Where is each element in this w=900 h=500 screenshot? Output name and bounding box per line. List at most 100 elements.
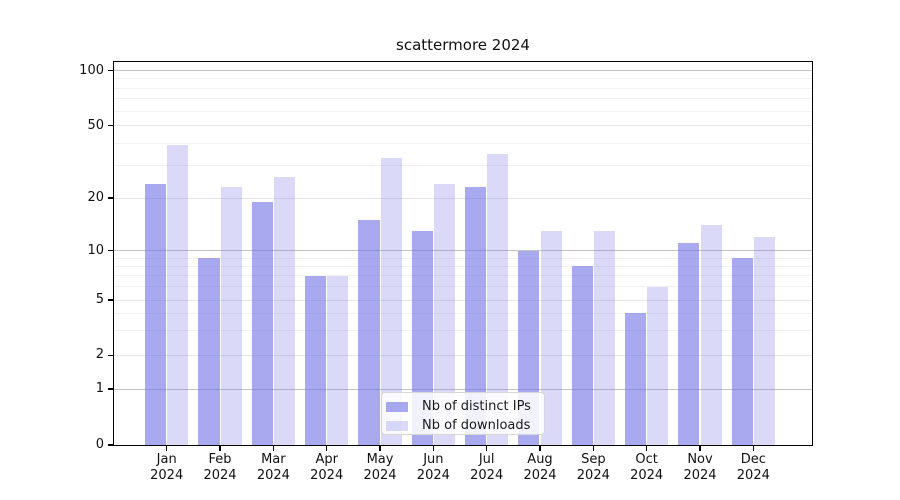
chart-title: scattermore 2024 <box>396 36 530 54</box>
year-label: 2024 <box>470 468 504 483</box>
y-tick-label: 20 <box>87 190 104 205</box>
x-tick-mark <box>326 445 328 451</box>
y-tick-mark <box>108 354 114 356</box>
year-label: 2024 <box>203 468 237 483</box>
legend-swatch <box>386 420 408 431</box>
y-minor-gridline <box>114 165 812 167</box>
bar-distinct-ips-jun[interactable] <box>411 230 433 445</box>
x-tick-mark <box>699 445 701 451</box>
y-minor-gridline <box>114 142 812 144</box>
y-tick-mark <box>108 299 114 301</box>
bar-distinct-ips-nov[interactable] <box>678 243 700 445</box>
bar-distinct-ips-sep[interactable] <box>571 266 593 445</box>
y-minor-gridline <box>114 98 812 100</box>
x-tick-label-oct: Oct 2024 <box>620 452 674 484</box>
x-tick-mark <box>752 445 755 451</box>
x-tick-label-jan: Jan 2024 <box>140 452 194 484</box>
y-minor-gridline <box>114 78 812 80</box>
y-tick-label: 50 <box>87 117 104 133</box>
y-tick-label: 100 <box>79 62 104 78</box>
bar-downloads-aug[interactable] <box>540 230 562 445</box>
y-gridline <box>114 70 812 71</box>
bar-distinct-ips-apr[interactable] <box>304 275 327 445</box>
month-label: Feb <box>208 452 232 467</box>
bar-distinct-ips-may[interactable] <box>358 219 380 445</box>
bar-downloads-jul[interactable] <box>487 153 509 445</box>
y-gridline <box>114 197 812 199</box>
x-tick-mark <box>592 445 595 451</box>
y-tick-label: 5 <box>95 292 104 307</box>
x-tick-mark <box>646 445 648 451</box>
y-tick-mark <box>108 69 114 72</box>
month-label: Jul <box>478 452 495 467</box>
legend-label: Nb of downloads <box>422 418 531 433</box>
bar-distinct-ips-mar[interactable] <box>251 201 273 445</box>
bar-downloads-may[interactable] <box>380 158 402 445</box>
x-tick-label-may: May 2024 <box>353 452 407 484</box>
x-tick-label-jul: Jul 2024 <box>460 452 514 484</box>
month-label: Jun <box>423 452 444 467</box>
x-tick-mark <box>219 445 221 451</box>
year-label: 2024 <box>523 468 557 483</box>
x-tick-label-sep: Sep 2024 <box>566 452 620 484</box>
month-label: May <box>366 452 394 467</box>
year-label: 2024 <box>576 468 610 483</box>
year-label: 2024 <box>736 468 770 483</box>
legend-item-distinct-ips[interactable]: Nb of distinct IPs <box>386 397 536 416</box>
x-tick-mark <box>432 445 435 451</box>
bar-downloads-jan[interactable] <box>167 145 189 445</box>
month-label: Apr <box>315 452 338 467</box>
bar-downloads-apr[interactable] <box>327 275 349 445</box>
y-gridline <box>114 125 812 126</box>
year-label: 2024 <box>683 468 717 483</box>
y-tick-label: 1 <box>95 381 104 396</box>
legend-label: Nb of distinct IPs <box>422 399 531 414</box>
x-tick-mark <box>166 445 168 451</box>
month-label: Mar <box>261 452 286 467</box>
x-tick-label-jun: Jun 2024 <box>406 452 460 484</box>
bar-distinct-ips-dec[interactable] <box>731 258 753 445</box>
y-tick-mark <box>108 124 114 127</box>
x-tick-label-aug: Aug 2024 <box>513 452 567 484</box>
bar-downloads-nov[interactable] <box>700 225 722 445</box>
year-label: 2024 <box>416 468 450 483</box>
x-tick-label-feb: Feb 2024 <box>193 452 247 484</box>
month-label: Sep <box>581 452 606 467</box>
month-label: Aug <box>527 452 553 467</box>
x-tick-label-dec: Dec 2024 <box>726 452 780 484</box>
legend-swatch <box>386 401 408 412</box>
month-label: Jan <box>156 452 177 467</box>
y-tick-label: 10 <box>87 242 104 258</box>
x-tick-mark <box>272 445 275 451</box>
year-label: 2024 <box>630 468 664 483</box>
y-minor-gridline <box>114 110 812 112</box>
x-tick-label-nov: Nov 2024 <box>673 452 727 484</box>
month-label: Dec <box>740 452 766 467</box>
y-tick-mark <box>108 249 114 252</box>
bar-distinct-ips-oct[interactable] <box>624 313 647 445</box>
bar-downloads-mar[interactable] <box>273 177 296 445</box>
year-label: 2024 <box>310 468 344 483</box>
y-tick-mark <box>108 197 114 199</box>
y-minor-gridline <box>114 87 812 89</box>
bar-distinct-ips-feb[interactable] <box>198 258 220 445</box>
year-label: 2024 <box>150 468 184 483</box>
x-tick-label-apr: Apr 2024 <box>300 452 354 484</box>
bar-downloads-sep[interactable] <box>593 230 616 445</box>
month-label: Oct <box>635 452 658 467</box>
x-tick-label-mar: Mar 2024 <box>246 452 300 484</box>
bar-downloads-oct[interactable] <box>647 286 669 445</box>
y-tick-mark <box>108 444 114 446</box>
bar-downloads-jun[interactable] <box>433 183 456 445</box>
y-tick-mark <box>108 388 114 390</box>
bar-downloads-dec[interactable] <box>753 236 776 445</box>
month-label: Nov <box>687 452 713 467</box>
y-tick-label: 0 <box>95 437 104 452</box>
bar-distinct-ips-jul[interactable] <box>464 186 487 445</box>
bar-downloads-feb[interactable] <box>220 186 242 445</box>
legend-item-downloads[interactable]: Nb of downloads <box>386 416 536 435</box>
year-label: 2024 <box>363 468 397 483</box>
x-tick-mark <box>539 445 541 451</box>
bar-distinct-ips-jan[interactable] <box>145 183 167 445</box>
